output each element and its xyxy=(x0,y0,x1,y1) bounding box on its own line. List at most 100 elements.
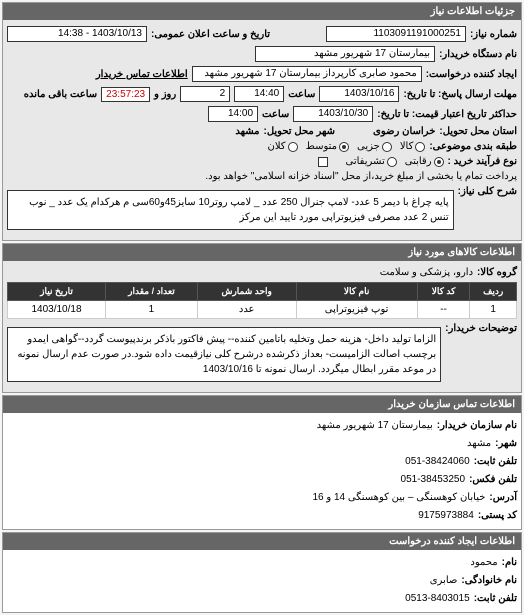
th-3: واحد شمارش xyxy=(197,283,296,301)
group-value: دارو، پزشکی و سلامت xyxy=(380,267,473,278)
name-value: محمود xyxy=(470,554,497,572)
remaining-label: ساعت باقی مانده xyxy=(24,89,97,100)
contact-header: اطلاعات تماس سازمان خریدار xyxy=(3,396,521,413)
th-5: تاریخ نیاز xyxy=(8,283,106,301)
deadline-time-field: 14:40 xyxy=(234,86,284,102)
buyer-field: بیمارستان 17 شهریور مشهد xyxy=(255,46,435,62)
group-label: گروه کالا: xyxy=(477,267,517,278)
request-no-label: شماره نیاز: xyxy=(470,29,517,40)
th-2: نام کالا xyxy=(296,283,417,301)
row-budget: طبقه بندی موضوعی: کالا جزیی متوسط کلان xyxy=(7,139,517,154)
radio-icon xyxy=(288,142,298,152)
row-notes: توضیحات خریدار: الزاما تولید داخل- هزینه… xyxy=(7,321,517,388)
request-no-field: 1103091191000251 xyxy=(326,26,466,42)
form-area: شماره نیاز: 1103091191000251 تاریخ و ساع… xyxy=(3,20,521,240)
fax-value: 051-38453250 xyxy=(401,471,466,489)
row-request-no: شماره نیاز: 1103091191000251 تاریخ و ساع… xyxy=(7,24,517,44)
goods-form: گروه کالا: دارو، پزشکی و سلامت ردیف کد ک… xyxy=(3,261,521,392)
goods-panel: اطلاعات کالاهای مورد نیاز گروه کالا: دار… xyxy=(2,243,522,393)
announce-date-label: تاریخ و ساعت اعلان عمومی: xyxy=(151,29,270,40)
row-group: گروه کالا: دارو، پزشکی و سلامت xyxy=(7,265,517,280)
org-label: نام سازمان خریدار: xyxy=(437,417,517,435)
td-0: 1 xyxy=(470,301,517,319)
addr-label: آدرس: xyxy=(489,489,517,507)
contact-panel: اطلاعات تماس سازمان خریدار نام سازمان خر… xyxy=(2,395,522,530)
city-label: شهر محل تحویل: xyxy=(264,126,336,137)
radio-icon xyxy=(415,142,425,152)
td-4: 1 xyxy=(106,301,198,319)
creator-header: اطلاعات ایجاد کننده درخواست xyxy=(3,533,521,550)
org-value: بیمارستان 17 شهریور مشهد xyxy=(317,417,433,435)
buyer-label: نام دستگاه خریدار: xyxy=(439,49,517,60)
row-buyer: نام دستگاه خریدار: بیمارستان 17 شهریور م… xyxy=(7,44,517,64)
payment-note: پرداخت تمام یا بخشی از مبلغ خرید،از محل … xyxy=(205,171,517,182)
row-location: استان محل تحویل: خراسان رضوی شهر محل تحو… xyxy=(7,124,517,139)
countdown-field: 23:57:23 xyxy=(101,87,150,102)
process-opt-1[interactable]: تشریفاتی xyxy=(346,156,397,167)
deadline-date-field: 1403/10/16 xyxy=(319,86,399,102)
ccity-label: شهر: xyxy=(495,435,517,453)
summary-label: شرح کلی نیاز: xyxy=(458,186,517,197)
table-row: 1 -- توپ فیزیوتراپی عدد 1 1403/10/18 xyxy=(8,301,517,319)
th-1: کد کالا xyxy=(417,283,470,301)
radio-icon xyxy=(382,142,392,152)
surname-value: صابری xyxy=(430,572,458,590)
days-label: روز و xyxy=(154,89,176,100)
summary-box: پایه چراغ با دیمر 5 عدد- لامپ جنرال 250 … xyxy=(7,190,454,230)
budget-radio-group: کالا جزیی متوسط کلان xyxy=(268,141,426,152)
table-header-row: ردیف کد کالا نام کالا واحد شمارش تعداد /… xyxy=(8,283,517,301)
td-2: توپ فیزیوتراپی xyxy=(296,301,417,319)
ctel-label: تلفن ثابت: xyxy=(474,590,517,608)
tel-label: تلفن ثابت: xyxy=(474,453,517,471)
budget-opt-3[interactable]: کلان xyxy=(268,141,298,152)
row-delivery: حداکثر تاریخ اعتبار قیمت: تا تاریخ: 1403… xyxy=(7,104,517,124)
province-label: استان محل تحویل: xyxy=(439,126,517,137)
contact-list: نام سازمان خریدار:بیمارستان 17 شهریور مش… xyxy=(3,413,521,529)
fax-label: تلفن فکس: xyxy=(469,471,517,489)
th-0: ردیف xyxy=(470,283,517,301)
th-4: تعداد / مقدار xyxy=(106,283,198,301)
surname-label: نام خانوادگی: xyxy=(461,572,517,590)
time-label-2: ساعت xyxy=(262,109,289,120)
process-opt-0[interactable]: رقابتی xyxy=(405,156,444,167)
row-deadline: مهلت ارسال پاسخ: تا تاریخ: 1403/10/16 سا… xyxy=(7,84,517,104)
delivery-date-field: 1403/10/30 xyxy=(293,106,373,122)
row-process: نوع فرآیند خرید : رقابتی تشریفاتی پرداخت… xyxy=(7,154,517,184)
deadline-label: مهلت ارسال پاسخ: تا تاریخ: xyxy=(403,89,517,100)
delivery-time-field: 14:00 xyxy=(208,106,258,122)
time-label-1: ساعت xyxy=(288,89,315,100)
notes-box: الزاما تولید داخل- هزینه حمل وتخلیه باتا… xyxy=(7,327,441,382)
name-label: نام: xyxy=(502,554,517,572)
goods-table: ردیف کد کالا نام کالا واحد شمارش تعداد /… xyxy=(7,282,517,319)
announce-date-field: 1403/10/13 - 14:38 xyxy=(7,26,147,42)
post-value: 9175973884 xyxy=(418,507,474,525)
requester-field: محمود صابری کارپرداز بیمارستان 17 شهریور… xyxy=(192,66,422,82)
requester-label: ایجاد کننده درخواست: xyxy=(426,69,517,80)
radio-icon xyxy=(387,157,397,167)
td-3: عدد xyxy=(197,301,296,319)
td-5: 1403/10/18 xyxy=(8,301,106,319)
notes-label: توضیحات خریدار: xyxy=(445,323,517,334)
row-requester: ایجاد کننده درخواست: محمود صابری کارپردا… xyxy=(7,64,517,84)
radio-icon xyxy=(434,157,444,167)
delivery-label: حداکثر تاریخ اعتبار قیمت: تا تاریخ: xyxy=(377,109,517,120)
goods-header: اطلاعات کالاهای مورد نیاز xyxy=(3,244,521,261)
province-value: خراسان رضوی xyxy=(373,126,435,137)
ctel-value: 0513-8403015 xyxy=(405,590,470,608)
process-label: نوع فرآیند خرید : xyxy=(448,156,517,167)
panel-header: جزئیات اطلاعات نیاز xyxy=(3,3,521,20)
payment-checkbox[interactable] xyxy=(318,157,328,167)
budget-opt-1[interactable]: جزیی xyxy=(357,141,392,152)
contact-link[interactable]: اطلاعات تماس خریدار xyxy=(96,69,188,80)
city-value: مشهد xyxy=(235,126,259,137)
creator-panel: اطلاعات ایجاد کننده درخواست نام: محمود نا… xyxy=(2,532,522,613)
post-label: کد پستی: xyxy=(478,507,517,525)
radio-icon xyxy=(339,142,349,152)
td-1: -- xyxy=(417,301,470,319)
row-summary: شرح کلی نیاز: پایه چراغ با دیمر 5 عدد- ل… xyxy=(7,184,517,236)
process-radio-group: رقابتی تشریفاتی xyxy=(346,156,444,167)
budget-opt-2[interactable]: متوسط xyxy=(306,141,349,152)
budget-opt-0[interactable]: کالا xyxy=(400,141,426,152)
request-details-panel: جزئیات اطلاعات نیاز شماره نیاز: 11030911… xyxy=(2,2,522,241)
addr-value: خیابان کوهسنگی – بین کوهسنگی 14 و 16 xyxy=(312,489,485,507)
